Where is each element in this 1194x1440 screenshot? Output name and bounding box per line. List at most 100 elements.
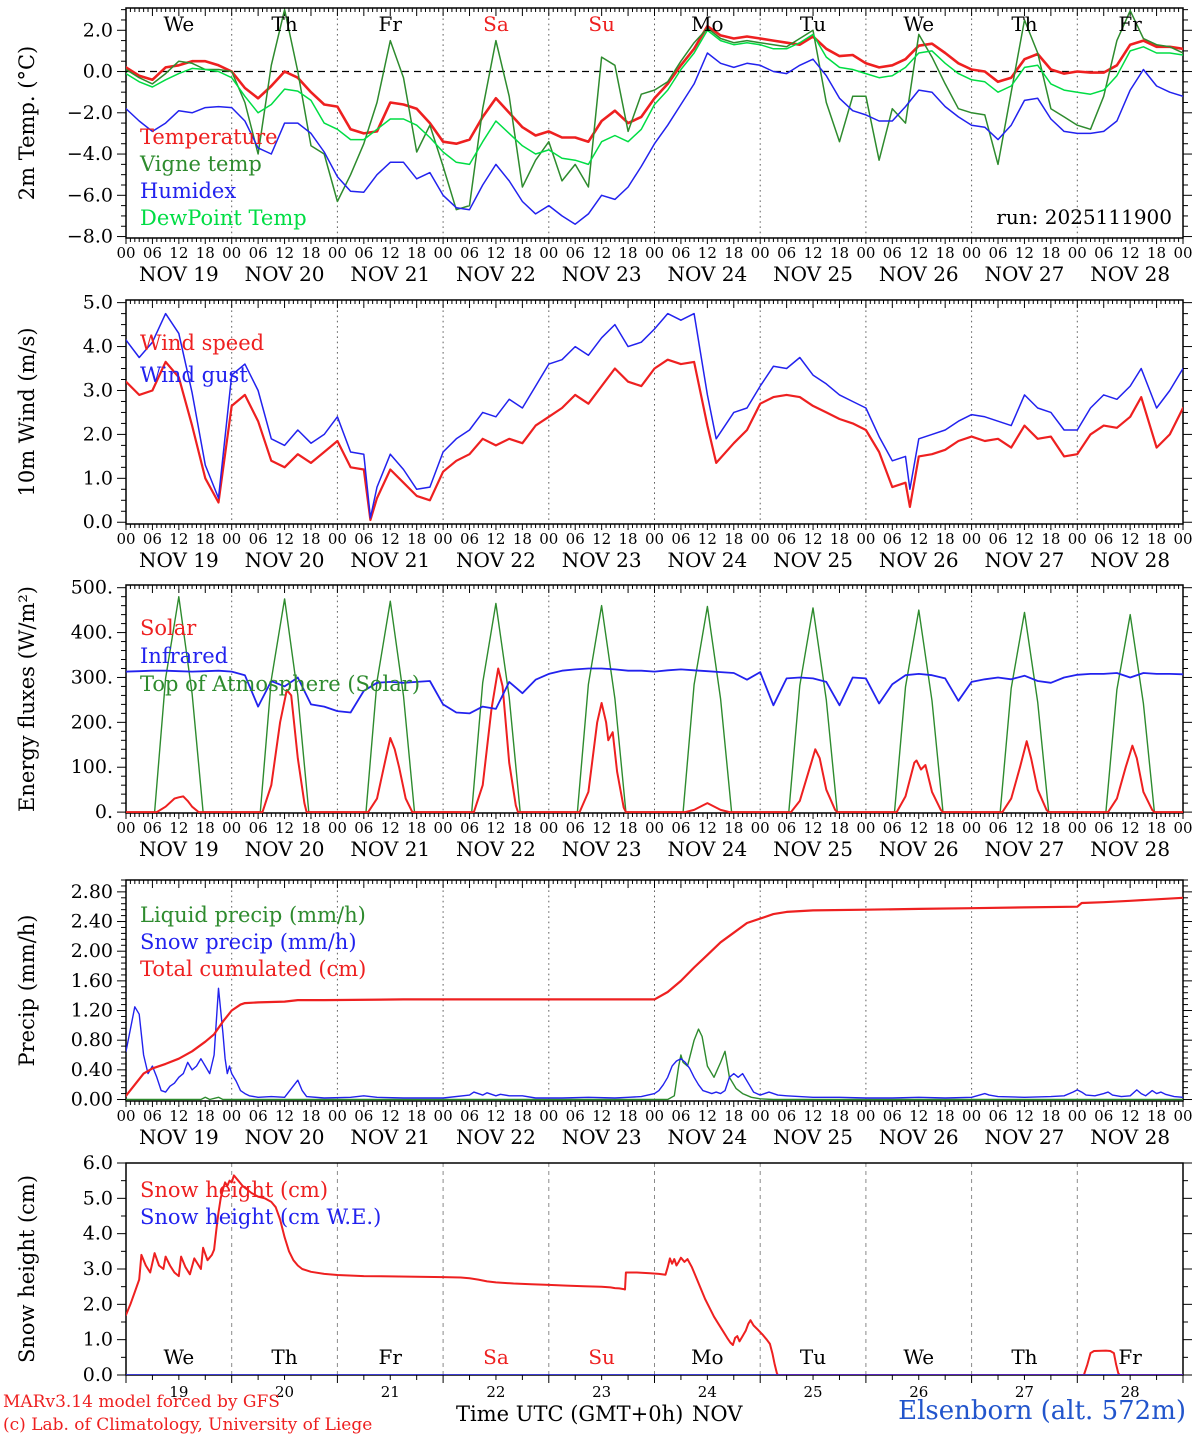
hour-tick-label: 18 xyxy=(830,530,849,548)
hour-tick-label: 00 xyxy=(856,530,875,548)
hour-tick-label: 12 xyxy=(1015,244,1034,262)
hour-tick-label: 00 xyxy=(645,819,664,837)
hour-tick-label: 06 xyxy=(671,819,690,837)
hour-tick-label: 00 xyxy=(856,1107,875,1125)
hour-tick-label: 06 xyxy=(671,1107,690,1125)
hour-tick-label: 06 xyxy=(249,819,268,837)
panel-frame xyxy=(125,879,1184,1102)
hour-tick-label: 18 xyxy=(1041,1107,1060,1125)
day-label: NOV 25 xyxy=(773,1125,853,1149)
hour-tick-label: 12 xyxy=(592,819,611,837)
panel-frame xyxy=(125,7,1184,239)
y-tick-label: 2.40 xyxy=(71,911,113,933)
y-tick-label: 1.20 xyxy=(71,1000,113,1022)
hour-tick-label: 18 xyxy=(830,244,849,262)
day-label: NOV 25 xyxy=(773,837,853,861)
hour-tick-label: 18 xyxy=(301,530,320,548)
series-wind-speed xyxy=(126,358,1183,522)
y-tick-label: 5.0 xyxy=(83,1187,113,1209)
hour-tick-label: 06 xyxy=(1094,819,1113,837)
hour-tick-label: 12 xyxy=(486,1107,505,1125)
hour-tick-label: 00 xyxy=(222,244,241,262)
weekday-label: Mo xyxy=(691,1345,724,1369)
y-tick-label: 2.80 xyxy=(71,881,113,903)
hour-tick-label: 00 xyxy=(1173,530,1192,548)
hour-tick-label: 00 xyxy=(328,530,347,548)
hour-tick-label: 06 xyxy=(354,530,373,548)
y-tick-label: 3.0 xyxy=(83,379,113,401)
hour-tick-label: 18 xyxy=(301,244,320,262)
day-label: NOV 24 xyxy=(667,1125,747,1149)
hour-tick-label: 06 xyxy=(460,819,479,837)
weekday-label: Fr xyxy=(379,12,403,36)
hour-tick-label: 12 xyxy=(804,819,823,837)
hour-tick-label: 06 xyxy=(249,1107,268,1125)
hour-tick-label: 00 xyxy=(856,244,875,262)
hour-tick-label: 18 xyxy=(407,819,426,837)
hour-tick-label: 12 xyxy=(169,530,188,548)
y-axis-title: Precip (mm/h) xyxy=(15,914,39,1066)
weekday-label: We xyxy=(163,1345,194,1369)
day-label: NOV 20 xyxy=(245,1125,325,1149)
y-tick-label: 0.00 xyxy=(71,1089,113,1111)
hour-tick-label: 06 xyxy=(883,244,902,262)
hour-tick-label: 06 xyxy=(460,244,479,262)
y-tick-label: 1.0 xyxy=(83,467,113,489)
hour-tick-label: 12 xyxy=(275,819,294,837)
weekday-label: Th xyxy=(1011,1345,1037,1369)
day-number-label: 26 xyxy=(909,1383,928,1401)
hour-tick-label: 18 xyxy=(936,1107,955,1125)
run-label: run: 2025111900 xyxy=(996,205,1172,229)
series-snow-precip xyxy=(126,987,1183,1099)
series-infrared xyxy=(126,667,1183,715)
hour-tick-label: 00 xyxy=(539,244,558,262)
y-tick-label: 4.0 xyxy=(83,336,113,358)
hour-tick-label: 12 xyxy=(1015,819,1034,837)
day-number-label: 20 xyxy=(275,1383,294,1401)
weekday-label: Tu xyxy=(800,12,826,36)
hour-tick-label: 12 xyxy=(1121,819,1140,837)
weekday-label: Su xyxy=(588,12,615,36)
hour-tick-label: 12 xyxy=(909,244,928,262)
y-tick-label: 2.00 xyxy=(71,940,113,962)
hour-tick-label: 00 xyxy=(116,244,135,262)
day-label: NOV 23 xyxy=(562,548,642,572)
hour-tick-label: 06 xyxy=(671,244,690,262)
hour-tick-label: 00 xyxy=(116,530,135,548)
hour-tick-label: 12 xyxy=(169,1107,188,1125)
hour-tick-label: 00 xyxy=(1173,1107,1192,1125)
hour-tick-label: 12 xyxy=(169,244,188,262)
hour-tick-label: 12 xyxy=(1121,530,1140,548)
weekday-label: Sa xyxy=(483,12,509,36)
hour-tick-label: 12 xyxy=(804,244,823,262)
series-vigne-temp xyxy=(126,8,1183,211)
hour-tick-label: 06 xyxy=(566,244,585,262)
hour-tick-label: 18 xyxy=(513,1107,532,1125)
series-temperature xyxy=(126,24,1183,145)
day-label: NOV 21 xyxy=(350,1125,430,1149)
day-label: NOV 27 xyxy=(985,837,1065,861)
y-tick-label: −4.0 xyxy=(67,143,113,165)
hour-tick-label: 00 xyxy=(539,1107,558,1125)
y-tick-label: 6.0 xyxy=(83,1152,113,1174)
hour-tick-label: 00 xyxy=(222,1107,241,1125)
legend-vigne-temp: Vigne temp xyxy=(139,152,262,176)
y-tick-label: 2.0 xyxy=(83,423,113,445)
hour-tick-label: 00 xyxy=(434,819,453,837)
hour-tick-label: 12 xyxy=(698,819,717,837)
series-liquid-precip xyxy=(126,1028,1183,1101)
legend-temperature: Temperature xyxy=(140,125,278,149)
y-tick-label: 0.40 xyxy=(71,1059,113,1081)
hour-tick-label: 06 xyxy=(777,1107,796,1125)
hour-tick-label: 18 xyxy=(619,244,638,262)
hour-tick-label: 00 xyxy=(1068,1107,1087,1125)
month-label: NOV xyxy=(692,1402,743,1426)
hour-tick-label: 12 xyxy=(1015,1107,1034,1125)
y-tick-label: 0. xyxy=(95,801,113,823)
hour-tick-label: 06 xyxy=(460,530,479,548)
day-label: NOV 20 xyxy=(245,837,325,861)
series-solar xyxy=(126,667,1183,813)
hour-tick-label: 00 xyxy=(328,244,347,262)
hour-tick-label: 12 xyxy=(275,1107,294,1125)
hour-tick-label: 12 xyxy=(592,244,611,262)
